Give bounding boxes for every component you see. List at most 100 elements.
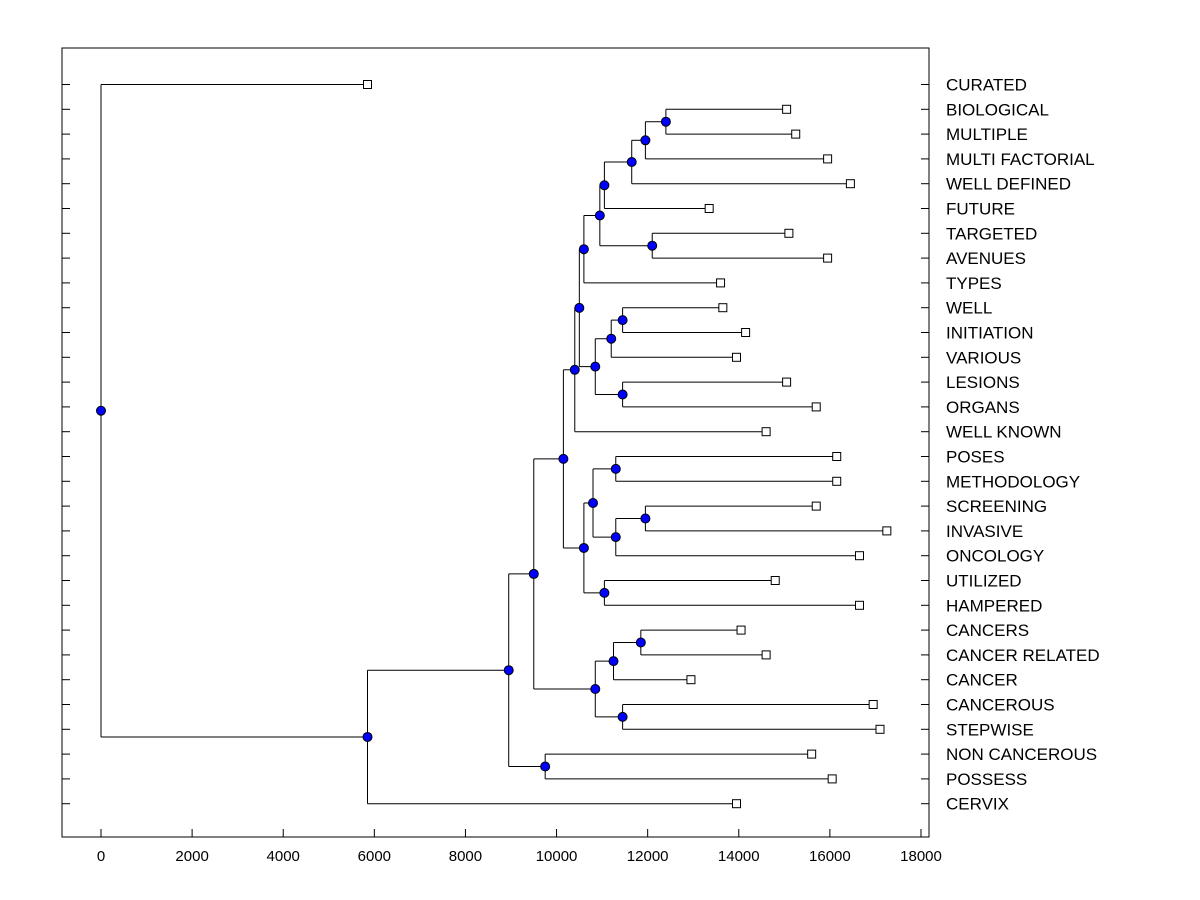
leaf-marker-well-known [761, 427, 771, 437]
merge-node-m28 [362, 731, 373, 742]
x-tick-label: 10000 [536, 848, 578, 865]
merge-node-m27 [503, 665, 514, 676]
leaf-marker-non-cancerous [807, 749, 817, 759]
merge-node-m24 [590, 684, 601, 694]
leaf-marker-multiple [791, 129, 801, 139]
leaf-label-utilized: UTILIZED [946, 572, 1022, 591]
leaf-marker-poses [832, 452, 842, 461]
leaf-label-multi-factorial: MULTI FACTORIAL [946, 150, 1095, 169]
leaf-label-biological: BIOLOGICAL [946, 100, 1049, 119]
y-axis-left-ticks [62, 84, 70, 805]
leaf-markers [363, 80, 892, 809]
leaf-marker-well-defined [845, 179, 855, 189]
leaf-label-lesions: LESIONS [946, 373, 1020, 392]
leaf-marker-cancers [736, 625, 746, 635]
leaf-label-methodology: METHODOLOGY [946, 472, 1080, 491]
branches [100, 84, 887, 805]
leaf-marker-targeted [784, 228, 794, 238]
leaf-marker-screening [811, 501, 821, 511]
leaf-label-curated: CURATED [946, 76, 1027, 95]
leaf-label-invasive: INVASIVE [946, 522, 1023, 541]
x-tick-label: 16000 [809, 848, 851, 865]
leaf-label-stepwise: STEPWISE [946, 720, 1034, 739]
merge-nodes [96, 116, 671, 772]
leaf-marker-possess [827, 774, 837, 784]
leaf-label-possess: POSSESS [946, 770, 1027, 789]
leaf-marker-stepwise [875, 724, 885, 734]
leaf-marker-organs [811, 402, 821, 412]
merge-node-m4 [599, 180, 610, 191]
merge-node-m21 [635, 637, 646, 648]
merge-node-m19 [578, 542, 589, 553]
leaf-label-initiation: INITIATION [946, 324, 1034, 343]
merge-node-m16 [610, 532, 621, 543]
leaf-label-well-defined: WELL DEFINED [946, 175, 1071, 194]
merge-node-m26 [540, 761, 551, 772]
x-tick-label: 8000 [449, 848, 482, 865]
leaf-marker-invasive [882, 526, 892, 536]
leaf-marker-oncology [855, 551, 864, 561]
x-axis: 0 2000 4000 6000 8000 10000 12000 14000 16000 180… [97, 829, 942, 865]
merge-node-m18 [599, 587, 610, 598]
merge-node-m11 [590, 361, 601, 372]
leaf-label-cervix: CERVIX [946, 795, 1009, 814]
merge-node-m2 [640, 135, 651, 146]
merge-node-m23 [617, 711, 628, 722]
merge-node-m29 [96, 405, 106, 416]
leaf-marker-types [716, 278, 726, 288]
leaf-labels: CURATED BIOLOGICAL MULTIPLE MULTI FACTORIAL… [946, 76, 1100, 814]
plot-frame [61, 47, 930, 838]
merge-node-m14 [610, 463, 621, 474]
x-tick-label: 0 [97, 848, 105, 865]
leaf-label-non-cancerous: NON CANCEROUS [946, 745, 1097, 764]
leaf-label-poses: POSES [946, 448, 1005, 467]
merge-node-m25 [528, 568, 539, 579]
merge-node-m6 [594, 210, 605, 221]
leaf-label-organs: ORGANS [946, 398, 1020, 417]
leaf-marker-cancer [686, 675, 696, 685]
leaf-marker-biological [782, 104, 792, 114]
x-tick-label: 14000 [718, 848, 760, 865]
leaf-label-multiple: MULTIPLE [946, 125, 1028, 144]
merge-node-m3 [626, 157, 637, 167]
merge-node-m9 [606, 333, 617, 344]
leaf-label-oncology: ONCOLOGY [946, 547, 1044, 566]
leaf-label-targeted: TARGETED [946, 224, 1037, 243]
leaf-marker-initiation [741, 328, 751, 337]
merge-node-m10 [617, 389, 628, 400]
merge-node-m20 [558, 453, 569, 464]
leaf-label-cancers: CANCERS [946, 621, 1029, 640]
leaf-marker-hampered [855, 600, 864, 610]
merge-node-m12 [574, 302, 585, 313]
merge-node-m13 [569, 364, 580, 375]
leaf-label-cancer: CANCER [946, 671, 1018, 690]
x-tick-label: 12000 [627, 848, 669, 865]
leaf-marker-various [732, 352, 741, 362]
y-axis-right-ticks [921, 84, 929, 805]
merge-node-m1 [660, 116, 671, 127]
leaf-marker-lesions [782, 377, 792, 387]
leaf-marker-cervix [732, 799, 741, 809]
leaf-label-hampered: HAMPERED [946, 596, 1042, 615]
leaf-marker-methodology [832, 476, 842, 486]
leaf-marker-utilized [770, 576, 780, 585]
leaf-label-well-known: WELL KNOWN [946, 423, 1062, 442]
x-tick-label: 2000 [175, 848, 208, 865]
leaf-marker-cancer-related [761, 650, 771, 660]
leaf-marker-cancerous [868, 700, 878, 709]
leaf-label-avenues: AVENUES [946, 249, 1026, 268]
merge-node-m7 [578, 244, 589, 255]
leaf-marker-avenues [823, 253, 833, 263]
merge-node-m5 [647, 240, 658, 251]
x-tick-label: 4000 [267, 848, 300, 865]
x-tick-label: 6000 [358, 848, 391, 865]
leaf-label-various: VARIOUS [946, 348, 1021, 367]
leaf-label-cancerous: CANCEROUS [946, 696, 1055, 715]
x-tick-label: 18000 [900, 848, 942, 865]
merge-node-m8 [617, 315, 628, 326]
leaf-marker-curated [363, 80, 372, 89]
merge-node-m15 [640, 513, 651, 524]
leaf-label-types: TYPES [946, 274, 1002, 293]
leaf-label-well: WELL [946, 299, 992, 318]
